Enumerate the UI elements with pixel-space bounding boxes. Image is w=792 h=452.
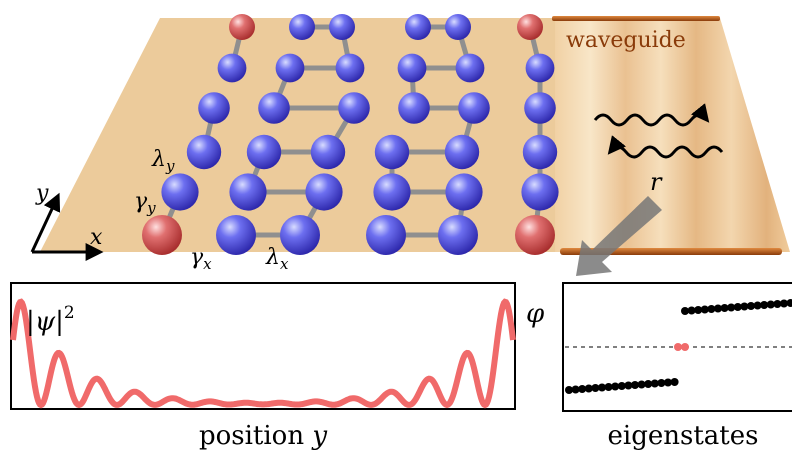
bulk-site bbox=[366, 215, 406, 255]
bulk-site bbox=[161, 173, 198, 210]
bulk-site bbox=[336, 54, 365, 83]
bulk-site bbox=[305, 173, 342, 210]
eigenstate-dot bbox=[671, 378, 679, 386]
bulk-site bbox=[311, 135, 345, 169]
eigenstates-label: eigenstates bbox=[608, 421, 759, 451]
bulk-site bbox=[329, 14, 355, 40]
bulk-site bbox=[375, 135, 409, 169]
waveguide-label: waveguide bbox=[566, 28, 686, 53]
coupling-label: r bbox=[650, 168, 663, 196]
axis-y-label: y bbox=[35, 181, 49, 206]
bulk-site bbox=[276, 54, 305, 83]
bulk-site bbox=[338, 92, 370, 124]
bulk-site bbox=[445, 173, 482, 210]
edge-site bbox=[142, 215, 182, 255]
bulk-site bbox=[521, 173, 558, 210]
bulk-site bbox=[218, 54, 247, 83]
bulk-site bbox=[526, 54, 555, 83]
bulk-site bbox=[216, 215, 256, 255]
bulk-site bbox=[198, 92, 230, 124]
bulk-site bbox=[445, 14, 471, 40]
edge-site bbox=[515, 215, 555, 255]
bulk-site bbox=[187, 135, 221, 169]
edge-site bbox=[229, 14, 255, 40]
waveguide-plane bbox=[555, 18, 790, 252]
bulk-site bbox=[456, 54, 485, 83]
bulk-site bbox=[458, 92, 490, 124]
bulk-site bbox=[523, 135, 557, 169]
bulk-site bbox=[258, 92, 290, 124]
waveguide-rod bbox=[552, 16, 720, 21]
bulk-site bbox=[289, 14, 315, 40]
bulk-site bbox=[524, 92, 556, 124]
bulk-site bbox=[398, 54, 427, 83]
bulk-site bbox=[247, 135, 281, 169]
bulk-site bbox=[229, 173, 266, 210]
axis-x-label: x bbox=[90, 225, 103, 250]
edge-state-dot bbox=[681, 343, 689, 351]
bulk-site bbox=[405, 14, 431, 40]
phase-label: φ bbox=[526, 299, 545, 329]
edge-state-dot bbox=[674, 343, 682, 351]
position-label: position y bbox=[199, 421, 327, 451]
bulk-site bbox=[398, 92, 430, 124]
bulk-site bbox=[438, 215, 478, 255]
edge-site bbox=[517, 14, 543, 40]
figure: waveguide r λy γy γx λx x y |ψ|2 positio… bbox=[0, 0, 792, 452]
bulk-site bbox=[280, 215, 320, 255]
bulk-site bbox=[373, 173, 410, 210]
bulk-site bbox=[445, 135, 479, 169]
